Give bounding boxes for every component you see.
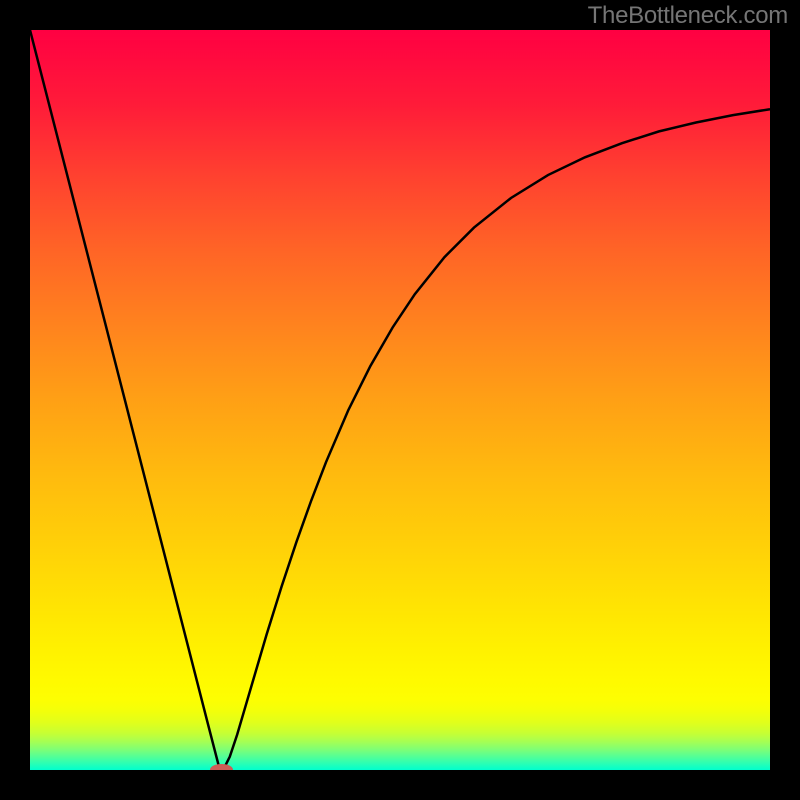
image-frame: TheBottleneck.com <box>0 0 800 800</box>
watermark-text: TheBottleneck.com <box>588 2 788 30</box>
minimum-marker <box>210 764 234 770</box>
bottleneck-curve <box>30 30 770 770</box>
chart-plot-area <box>30 30 770 770</box>
